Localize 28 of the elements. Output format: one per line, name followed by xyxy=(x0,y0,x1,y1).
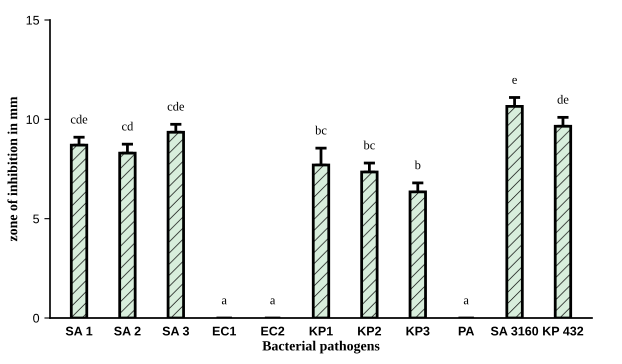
x-tick-label: EC1 xyxy=(212,326,236,336)
x-tick-label: SA 3 xyxy=(162,326,190,336)
x-tick-label: KP 432 xyxy=(543,326,584,336)
annotation: b xyxy=(414,160,420,170)
annotation: a xyxy=(464,298,469,304)
y-tick-label: 10 xyxy=(26,115,40,124)
y-tick-label: 5 xyxy=(33,214,40,224)
x-axis-title: Bacterial pathogens xyxy=(262,340,380,354)
x-tick-label: SA 2 xyxy=(114,326,141,336)
x-tick-label: EC2 xyxy=(261,326,284,336)
annotation: a xyxy=(270,298,276,304)
y-tick-label: 0 xyxy=(33,314,40,323)
y-tick-label: 15 xyxy=(26,16,40,25)
annotation: a xyxy=(222,298,227,304)
annotation: cd xyxy=(122,122,134,131)
x-tick-label: KP1 xyxy=(310,326,333,336)
annotation: e xyxy=(512,78,517,84)
annotation: cde xyxy=(70,114,88,124)
x-tick-label: PA xyxy=(458,326,474,336)
annotation: bc xyxy=(315,126,327,134)
annotation: cde xyxy=(168,102,184,111)
x-tick-label: SA 3160 xyxy=(490,326,538,336)
y-axis-title: zone of inhibition in mm xyxy=(7,96,18,242)
annotation: de xyxy=(558,94,568,104)
x-tick-label: KP2 xyxy=(358,326,382,336)
x-tick-label: KP3 xyxy=(406,326,430,336)
annotation: bc xyxy=(363,140,375,150)
x-tick-label: SA 1 xyxy=(66,326,92,336)
